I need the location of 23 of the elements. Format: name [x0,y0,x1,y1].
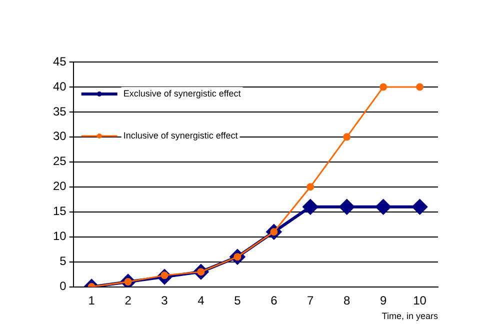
y-tick-label: 5 [60,254,67,268]
legend-label: Exclusive of synergistic effect [123,88,242,98]
x-tick-label: 7 [307,293,314,308]
y-tick-label: 15 [52,204,67,218]
x-tick-label: 10 [413,293,427,308]
y-tick-label: 30 [52,129,67,144]
legend-label: Inclusive of synergistic effect [123,130,238,140]
x-axis-title: Time, in years [382,311,438,322]
x-tick-label: 9 [380,293,387,308]
y-tick-label: 45 [52,54,67,68]
y-tick-label: 25 [52,154,67,168]
y-tick-label: 0 [60,279,67,294]
x-tick-label: 1 [88,293,96,308]
y-tick-label: 40 [52,79,67,94]
x-tick-label: 6 [270,293,278,308]
y-tick-label: 35 [52,104,67,118]
y-tick-label: 10 [52,229,67,244]
x-tick-label: 3 [161,293,168,308]
y-tick-label: 20 [52,179,67,194]
x-tick-label: 2 [124,293,132,308]
x-tick-label: 4 [198,293,205,308]
x-tick-label: 5 [234,293,242,308]
x-tick-label: 8 [343,293,350,308]
